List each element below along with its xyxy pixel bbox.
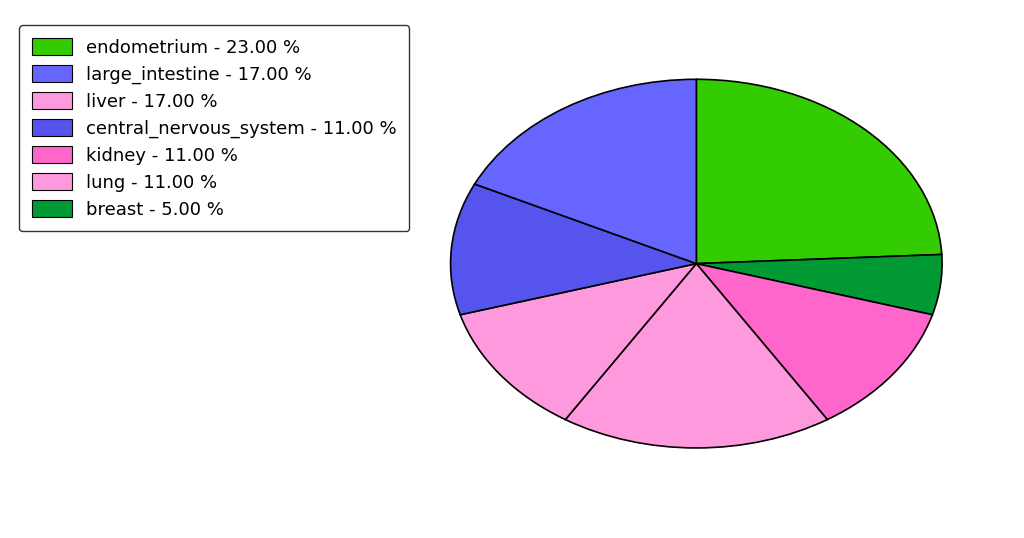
Wedge shape (696, 254, 942, 315)
Wedge shape (565, 264, 827, 448)
Wedge shape (451, 184, 696, 315)
Wedge shape (696, 79, 942, 264)
Legend: endometrium - 23.00 %, large_intestine - 17.00 %, liver - 17.00 %, central_nervo: endometrium - 23.00 %, large_intestine -… (19, 25, 410, 231)
Wedge shape (475, 79, 696, 264)
Wedge shape (460, 264, 696, 420)
Wedge shape (696, 264, 933, 420)
